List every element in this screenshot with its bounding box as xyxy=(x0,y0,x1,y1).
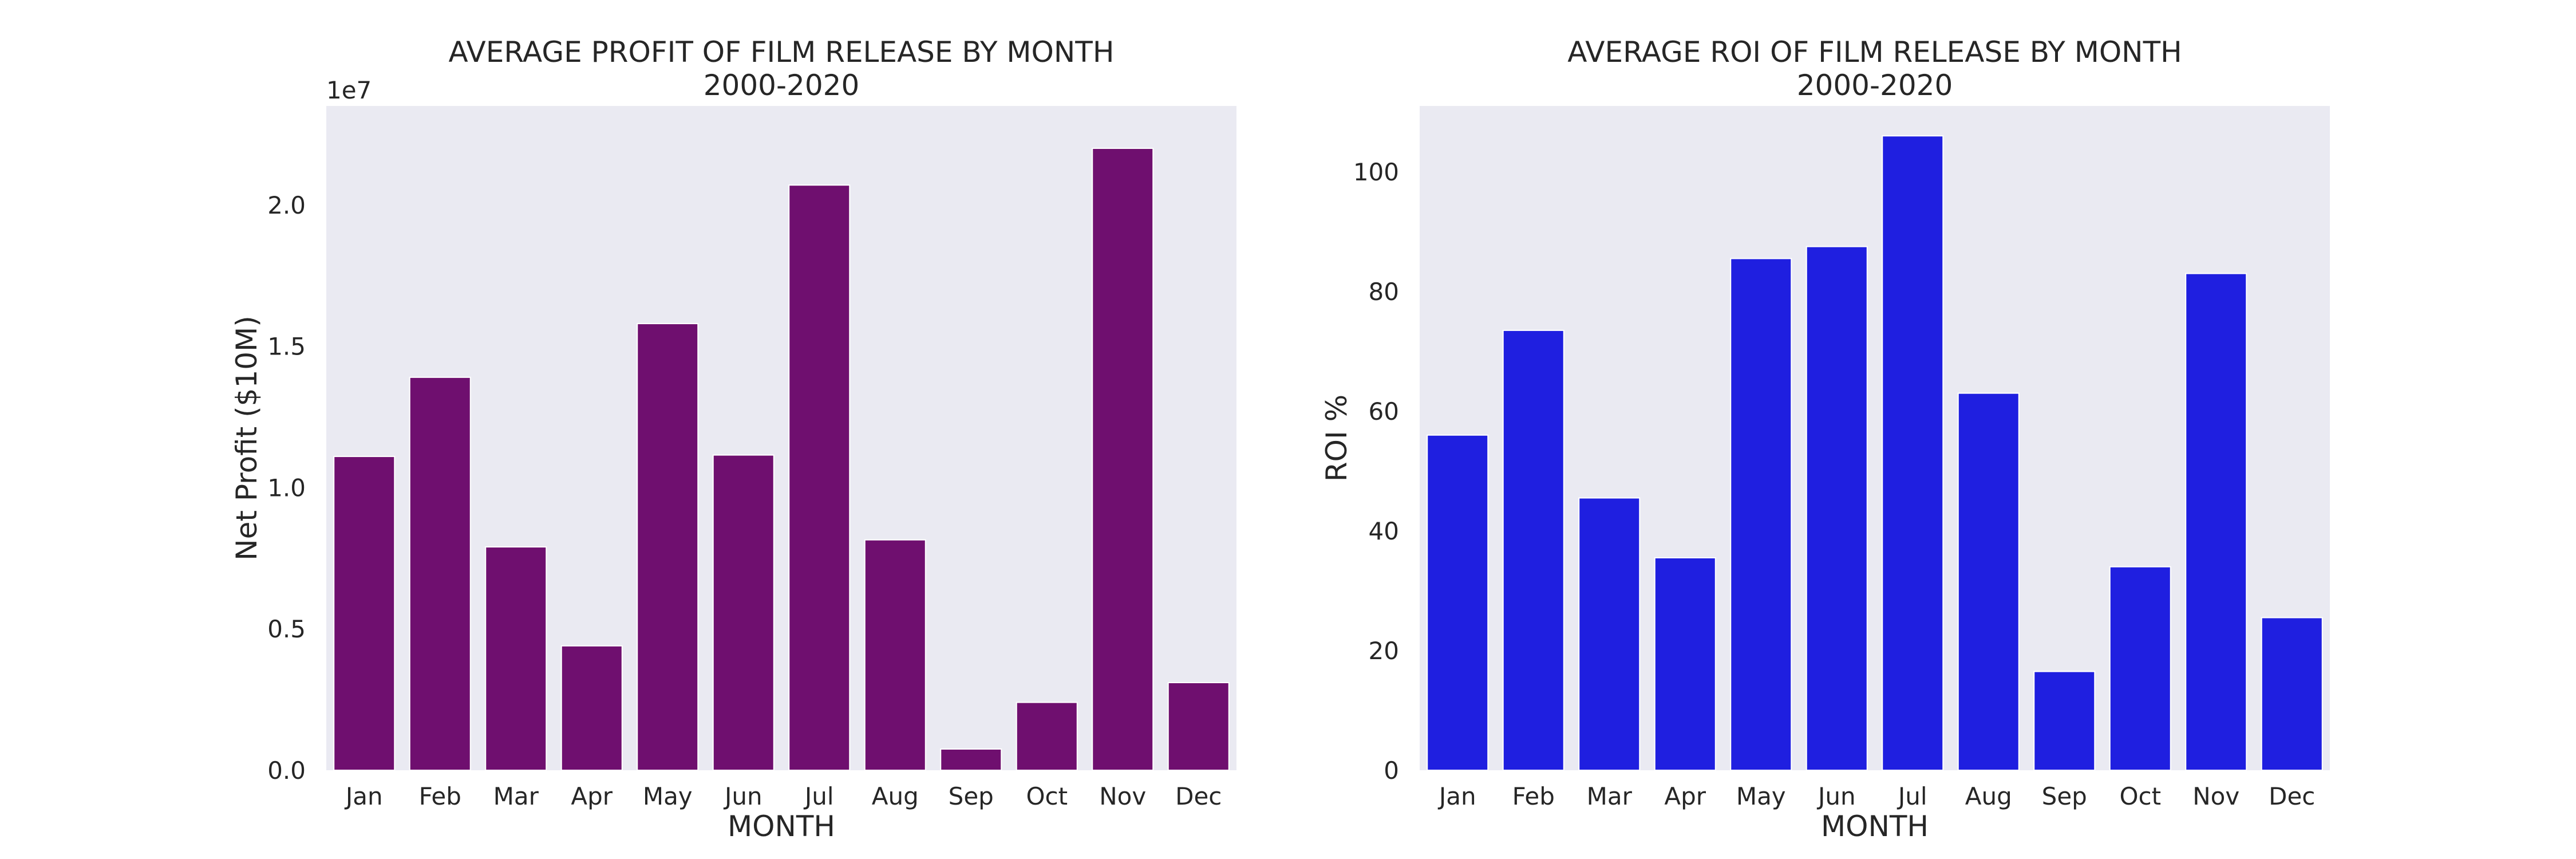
profit-y-tick-label: 2.0 xyxy=(267,191,306,219)
profit-bar-jun xyxy=(712,454,775,771)
roi-chart-title-line2: 2000-2020 xyxy=(1797,69,1953,102)
profit-plot-area xyxy=(326,106,1236,770)
roi-chart: AVERAGE ROI OF FILM RELEASE BY MONTH 200… xyxy=(1320,36,2330,843)
profit-x-tick-label: Jul xyxy=(803,782,834,810)
roi-x-tick-label: Nov xyxy=(2192,782,2239,810)
roi-bar-dec xyxy=(2261,617,2323,771)
profit-bar-aug xyxy=(864,539,926,771)
profit-x-tick-label: May xyxy=(643,782,693,810)
roi-y-ticks: 0 20 40 60 80 100 xyxy=(1353,158,1399,785)
profit-bar-jan xyxy=(333,456,396,771)
profit-bar-apr xyxy=(560,645,623,771)
roi-plot-area xyxy=(1420,106,2330,770)
roi-x-tick-label: May xyxy=(1736,782,1786,810)
roi-chart-title-line1: AVERAGE ROI OF FILM RELEASE BY MONTH xyxy=(1567,36,2182,69)
profit-y-tick-label: 0.5 xyxy=(267,615,306,643)
profit-x-tick-label: Jan xyxy=(344,782,383,810)
roi-x-tick-label: Jul xyxy=(1897,782,1927,810)
profit-bar-feb xyxy=(409,376,471,771)
roi-x-tick-label: Apr xyxy=(1664,782,1706,810)
profit-x-tick-label: Oct xyxy=(1026,782,1068,810)
profit-x-tick-label: Aug xyxy=(872,782,919,810)
roi-x-tick-label: Jun xyxy=(1816,782,1856,810)
profit-y-tick-label: 1.0 xyxy=(267,474,306,502)
profit-bars xyxy=(333,148,1230,771)
roi-bar-feb xyxy=(1502,329,1564,771)
profit-bar-nov xyxy=(1092,148,1154,771)
roi-x-ticks: Jan Feb Mar Apr May Jun Jul Aug Sep Oct Nov Dec xyxy=(1437,782,2316,810)
roi-bar-aug xyxy=(1957,392,2020,771)
roi-x-tick-label: Dec xyxy=(2269,782,2315,810)
profit-y-offset-label: 1e7 xyxy=(326,76,372,104)
roi-y-tick-label: 100 xyxy=(1353,158,1399,186)
profit-x-tick-label: Apr xyxy=(571,782,613,810)
profit-chart-title-line1: AVERAGE PROFIT OF FILM RELEASE BY MONTH xyxy=(449,36,1115,69)
roi-x-tick-label: Jan xyxy=(1437,782,1476,810)
roi-x-tick-label: Sep xyxy=(2042,782,2087,810)
profit-bar-sep xyxy=(940,748,1002,771)
roi-x-tick-label: Feb xyxy=(1512,782,1555,810)
profit-x-tick-label: Mar xyxy=(493,782,539,810)
roi-y-axis-label: ROI % xyxy=(1320,395,1353,482)
profit-y-tick-label: 0.0 xyxy=(267,756,306,785)
roi-x-tick-label: Aug xyxy=(1965,782,2012,810)
roi-bar-nov xyxy=(2185,273,2247,771)
profit-bar-may xyxy=(637,323,699,771)
roi-bar-may xyxy=(1730,258,1792,771)
profit-y-tick-label: 1.5 xyxy=(267,333,306,361)
profit-bar-dec xyxy=(1167,681,1230,771)
roi-bar-apr xyxy=(1654,557,1716,771)
profit-chart-title-line2: 2000-2020 xyxy=(704,69,860,102)
profit-x-tick-label: Dec xyxy=(1175,782,1222,810)
roi-y-tick-label: 60 xyxy=(1369,397,1399,425)
roi-y-tick-label: 80 xyxy=(1369,278,1399,306)
roi-bar-oct xyxy=(2109,566,2171,771)
roi-bar-mar xyxy=(1578,497,1641,771)
roi-bar-jan xyxy=(1427,434,1489,771)
profit-x-axis-label: MONTH xyxy=(728,810,835,843)
profit-bar-mar xyxy=(485,546,547,771)
roi-y-tick-label: 40 xyxy=(1369,517,1399,545)
roi-bar-sep xyxy=(2033,671,2096,771)
roi-x-tick-label: Mar xyxy=(1587,782,1633,810)
roi-bar-jul xyxy=(1882,135,1944,771)
roi-x-axis-label: MONTH xyxy=(1821,810,1929,843)
profit-x-tick-label: Jun xyxy=(723,782,762,810)
roi-y-tick-label: 20 xyxy=(1369,637,1399,665)
profit-bar-jul xyxy=(788,184,851,771)
profit-chart: AVERAGE PROFIT OF FILM RELEASE BY MONTH … xyxy=(230,36,1236,843)
roi-bar-jun xyxy=(1805,246,1868,771)
profit-x-tick-label: Nov xyxy=(1099,782,1146,810)
profit-x-tick-label: Feb xyxy=(419,782,461,810)
roi-y-tick-label: 0 xyxy=(1384,756,1399,785)
profit-x-ticks: Jan Feb Mar Apr May Jun Jul Aug Sep Oct Nov Dec xyxy=(344,782,1222,810)
roi-x-tick-label: Oct xyxy=(2119,782,2161,810)
roi-bars xyxy=(1427,135,2323,771)
profit-y-axis-label: Net Profit ($10M) xyxy=(230,316,263,561)
profit-bar-oct xyxy=(1016,702,1078,771)
profit-x-tick-label: Sep xyxy=(949,782,994,810)
profit-y-ticks: 0.0 0.5 1.0 1.5 2.0 xyxy=(267,191,306,785)
